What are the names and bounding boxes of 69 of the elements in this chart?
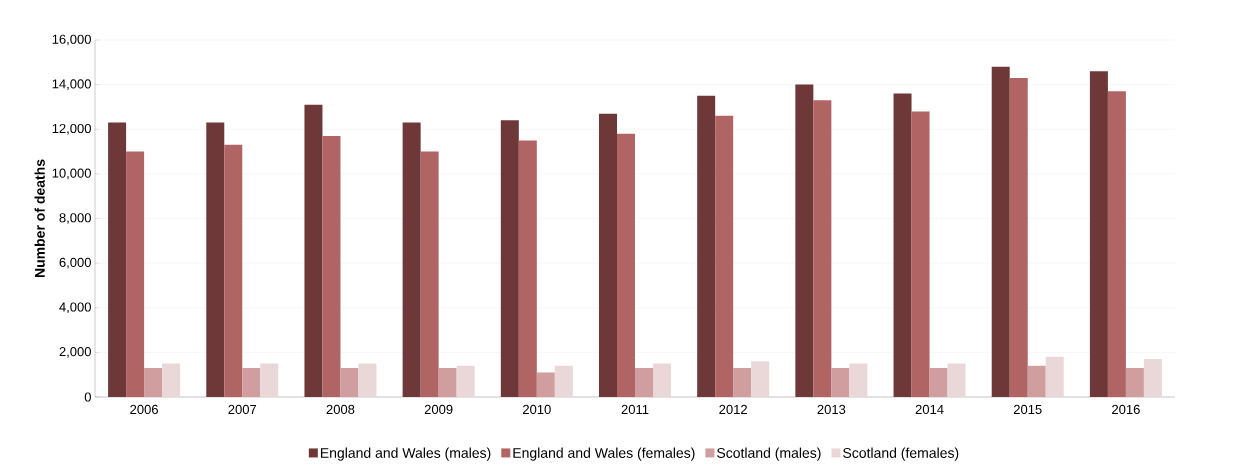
bar xyxy=(911,111,930,397)
bar xyxy=(420,151,439,397)
bar xyxy=(697,95,716,397)
bar xyxy=(599,113,617,397)
bar xyxy=(635,367,653,397)
y-axis-title: Number of deaths xyxy=(34,159,45,278)
y-tick-label: 0 xyxy=(84,392,91,402)
x-tick-label: 2006 xyxy=(130,404,158,414)
bar xyxy=(554,365,573,397)
y-tick-label: 2,000 xyxy=(59,347,91,358)
bar xyxy=(813,100,832,397)
bar xyxy=(617,133,635,397)
legend-label: England and Wales (males) xyxy=(320,447,491,461)
bar xyxy=(893,93,912,397)
bar xyxy=(1125,367,1144,397)
bar xyxy=(144,367,163,397)
bar xyxy=(947,363,966,397)
bar xyxy=(849,363,868,397)
bar xyxy=(438,367,457,397)
bar xyxy=(1009,77,1028,397)
x-tick-label: 2010 xyxy=(523,404,551,414)
bar xyxy=(242,367,261,397)
bar xyxy=(260,363,279,397)
x-tick-label: 2007 xyxy=(228,404,257,414)
bar xyxy=(991,66,1010,397)
bar xyxy=(340,367,359,397)
bar xyxy=(402,122,421,397)
x-tick-label: 2016 xyxy=(1112,404,1140,414)
bar xyxy=(733,367,752,397)
bar xyxy=(831,367,850,397)
y-tick-label: 8,000 xyxy=(59,213,91,224)
y-tick-label: 6,000 xyxy=(59,257,91,269)
bar xyxy=(224,144,243,397)
x-tick-label: 2012 xyxy=(719,404,747,414)
y-tick-label: 4,000 xyxy=(59,302,91,314)
bar xyxy=(206,122,225,397)
x-tick-label: 2011 xyxy=(621,404,649,414)
bar xyxy=(108,122,127,397)
x-tick-label: 2015 xyxy=(1013,404,1042,414)
bar xyxy=(304,104,323,397)
bar xyxy=(751,361,770,397)
y-tick-label: 12,000 xyxy=(52,123,91,135)
legend-label: Scotland (males) xyxy=(717,447,821,461)
bar xyxy=(1107,91,1126,397)
x-tick-label: 2009 xyxy=(424,404,453,414)
legend-label: Scotland (females) xyxy=(843,447,959,461)
bar xyxy=(929,367,948,397)
y-tick-label: 16,000 xyxy=(52,34,91,46)
y-tick-label: 14,000 xyxy=(52,79,91,90)
bar xyxy=(162,363,181,397)
bar xyxy=(322,135,341,397)
bar xyxy=(126,151,145,397)
x-tick-label: 2013 xyxy=(817,404,846,414)
legend-label: England and Wales (females) xyxy=(513,447,695,461)
bar xyxy=(1089,71,1108,397)
bar xyxy=(456,365,475,397)
bar xyxy=(795,84,814,397)
bar xyxy=(653,363,671,397)
bar xyxy=(518,140,537,397)
x-tick-label: 2008 xyxy=(326,404,355,414)
bar xyxy=(1045,356,1064,397)
bar xyxy=(500,120,519,397)
bar xyxy=(715,115,734,397)
y-tick-label: 10,000 xyxy=(52,168,91,180)
x-tick-label: 2014 xyxy=(915,404,944,414)
bar xyxy=(1143,359,1162,397)
bar xyxy=(536,372,555,397)
bar xyxy=(1027,365,1046,397)
bar xyxy=(358,363,377,397)
